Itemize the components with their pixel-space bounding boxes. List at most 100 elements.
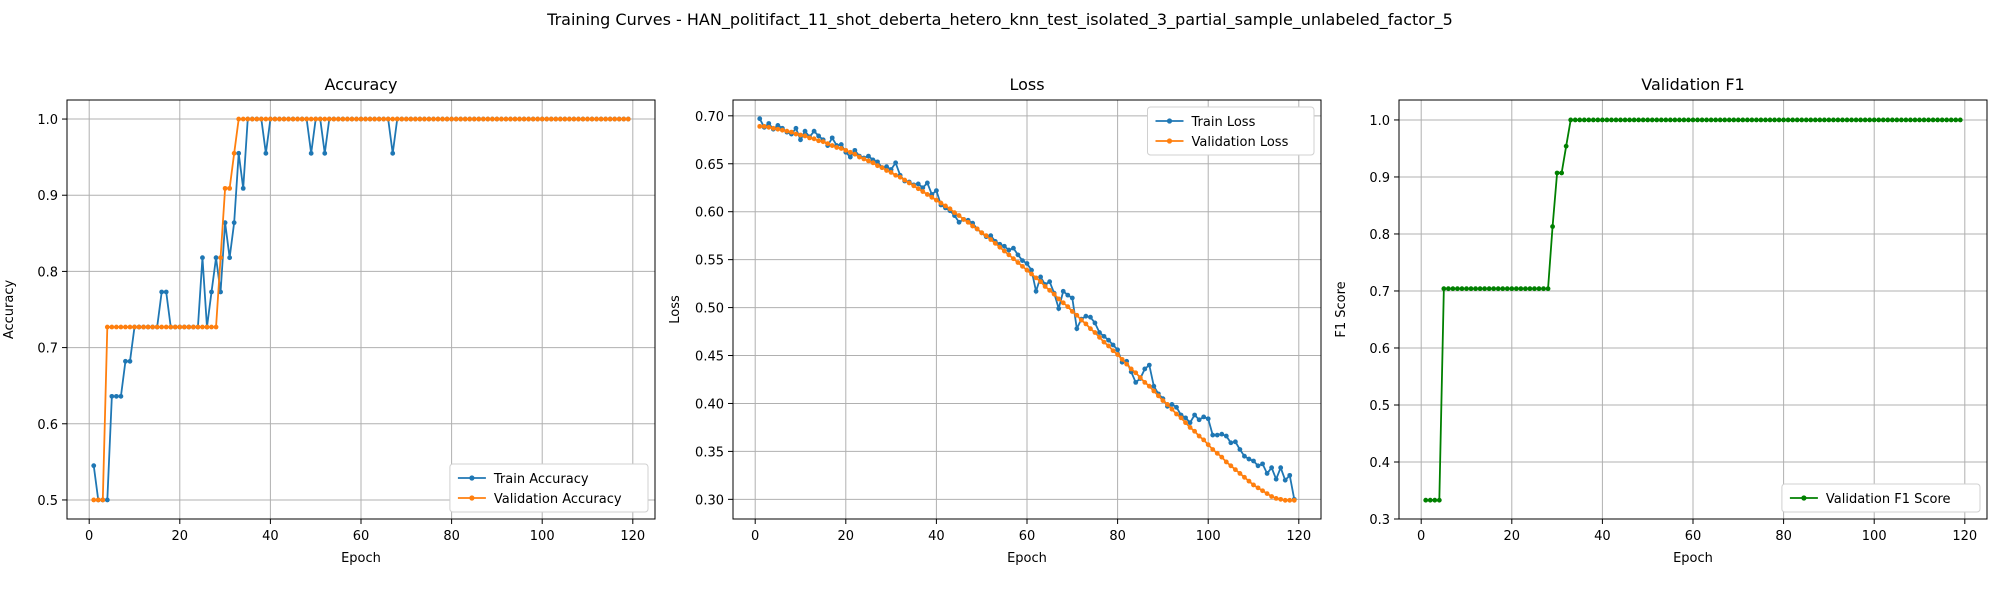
accuracy-train-accuracy-point — [91, 463, 97, 469]
validation-f1-validation-f1-score-point — [1441, 286, 1447, 292]
accuracy-validation-accuracy-point — [218, 255, 223, 261]
accuracy-y-tick-label: 1.0 — [37, 113, 58, 128]
loss-validation-loss-point — [915, 186, 921, 192]
loss-validation-loss-point — [784, 128, 790, 134]
validation-f1-validation-f1-score-point — [1450, 286, 1456, 292]
validation-f1-validation-f1-score-point — [1808, 117, 1814, 123]
accuracy-validation-accuracy-point — [240, 116, 246, 122]
loss-validation-loss-point — [938, 200, 944, 206]
validation-f1-validation-f1-score-point — [1581, 117, 1587, 123]
loss-validation-loss-point — [1038, 279, 1043, 285]
validation-f1-validation-f1-score-point — [1744, 117, 1750, 123]
loss-train-loss-point — [1047, 279, 1053, 285]
accuracy-validation-accuracy-point — [612, 116, 618, 122]
loss-train-loss-point — [875, 159, 880, 165]
loss-validation-loss-point — [1196, 433, 1202, 439]
loss-validation-loss-point — [761, 123, 767, 129]
loss-train-loss-point — [1232, 439, 1238, 445]
loss-train-loss-point — [1083, 313, 1089, 319]
validation-f1-validation-f1-score-point — [1486, 286, 1492, 292]
accuracy-validation-accuracy-point — [127, 324, 133, 330]
validation-f1-panel-title: Validation F1 — [1641, 75, 1744, 94]
figure-suptitle: Training Curves - HAN_politifact_11_shot… — [546, 10, 1453, 30]
loss-validation-loss-point — [1060, 300, 1066, 306]
accuracy-x-tick-label: 120 — [620, 529, 645, 544]
loss-train-loss-point — [934, 188, 939, 194]
loss-validation-loss-point — [1151, 388, 1157, 394]
loss-validation-loss-point — [757, 123, 763, 129]
loss-validation-loss-point — [897, 174, 903, 180]
validation-f1-validation-f1-score-point — [1826, 117, 1832, 123]
accuracy-validation-accuracy-point — [458, 116, 464, 122]
accuracy-validation-accuracy-point — [467, 116, 473, 122]
loss-train-loss-point — [1001, 243, 1007, 249]
loss-x-axis-label: Epoch — [1007, 551, 1047, 566]
validation-f1-validation-f1-score-point — [1631, 117, 1637, 123]
accuracy-validation-accuracy-point — [181, 324, 187, 330]
accuracy-validation-accuracy-point — [403, 116, 409, 122]
loss-train-loss-point — [884, 164, 889, 170]
accuracy-train-accuracy-point — [113, 393, 119, 399]
loss-validation-loss-point — [1083, 321, 1089, 327]
validation-f1-validation-f1-score-point — [1468, 286, 1474, 292]
validation-f1-validation-f1-score-point — [1717, 117, 1723, 123]
loss-validation-loss-point — [1242, 474, 1247, 480]
validation-f1-validation-f1-score-point — [1518, 286, 1524, 292]
accuracy-validation-accuracy-point — [625, 116, 631, 122]
loss-train-loss-point — [1110, 342, 1116, 348]
loss-validation-loss-point — [979, 230, 985, 236]
loss-validation-loss-point — [1160, 398, 1166, 403]
validation-f1-validation-f1-score-point — [1776, 117, 1782, 123]
validation-f1-validation-f1-score-point — [1604, 117, 1610, 123]
validation-f1-validation-f1-score-point — [1686, 117, 1691, 123]
accuracy-validation-accuracy-point — [476, 116, 482, 122]
accuracy-validation-accuracy-point — [313, 116, 319, 122]
validation-f1-validation-f1-score-point — [1445, 286, 1451, 292]
validation-f1-validation-f1-score-point — [1423, 497, 1429, 503]
loss-train-loss-point — [1228, 440, 1234, 446]
loss-train-loss-point — [838, 142, 844, 147]
accuracy-validation-accuracy-point — [485, 116, 491, 122]
loss-validation-loss-point — [1097, 334, 1102, 340]
loss-train-loss-point — [1038, 274, 1043, 280]
validation-f1-x-tick-label: 100 — [1862, 529, 1887, 544]
loss-validation-loss-point — [1020, 263, 1025, 269]
validation-f1-validation-f1-score-point — [1577, 117, 1583, 123]
accuracy-train-accuracy-point — [308, 150, 314, 156]
validation-f1-validation-f1-score-point — [1844, 117, 1850, 123]
validation-f1-validation-f1-score-point — [1903, 117, 1909, 123]
loss-validation-loss-point — [1142, 379, 1148, 385]
validation-f1-x-tick-label: 0 — [1417, 529, 1425, 544]
loss-train-loss-point — [1146, 362, 1152, 368]
accuracy-validation-accuracy-point — [331, 116, 337, 122]
validation-f1-y-tick-label: 1.0 — [1369, 114, 1390, 129]
accuracy-y-axis-label: Accuracy — [2, 280, 17, 340]
validation-f1-validation-f1-score-point — [1536, 286, 1542, 292]
validation-f1-validation-f1-score-point — [1799, 117, 1805, 123]
loss-x-tick-label: 40 — [928, 529, 945, 544]
accuracy-validation-accuracy-point — [376, 116, 382, 122]
loss-train-loss-point — [775, 123, 781, 128]
loss-y-tick-label: 0.50 — [695, 302, 724, 317]
loss-validation-loss-point — [1251, 482, 1256, 488]
accuracy-validation-accuracy-point — [508, 116, 513, 122]
loss-validation-loss-point — [793, 131, 799, 137]
validation-f1-validation-f1-score-point — [1840, 117, 1845, 123]
loss-validation-loss-point — [974, 226, 980, 232]
loss-validation-loss-point — [843, 147, 849, 153]
accuracy-validation-accuracy-point — [566, 116, 572, 122]
accuracy-validation-accuracy-point — [381, 116, 387, 122]
validation-f1-validation-f1-score-point — [1758, 117, 1764, 123]
accuracy-validation-accuracy-point — [177, 324, 183, 330]
loss-train-loss-point — [1015, 252, 1021, 258]
loss-validation-loss-point — [947, 206, 953, 212]
loss-x-tick-label: 100 — [1196, 529, 1221, 544]
accuracy-validation-accuracy-point — [607, 116, 613, 122]
validation-f1-validation-f1-score-point — [1432, 497, 1438, 503]
validation-f1-validation-f1-score-point — [1785, 117, 1791, 123]
loss-validation-loss-point — [1042, 284, 1048, 289]
validation-f1-validation-f1-score-point — [1944, 117, 1950, 123]
loss-validation-loss-point — [902, 177, 908, 183]
accuracy-validation-accuracy-point — [616, 116, 622, 122]
validation-f1-validation-f1-score-point — [1586, 117, 1592, 123]
